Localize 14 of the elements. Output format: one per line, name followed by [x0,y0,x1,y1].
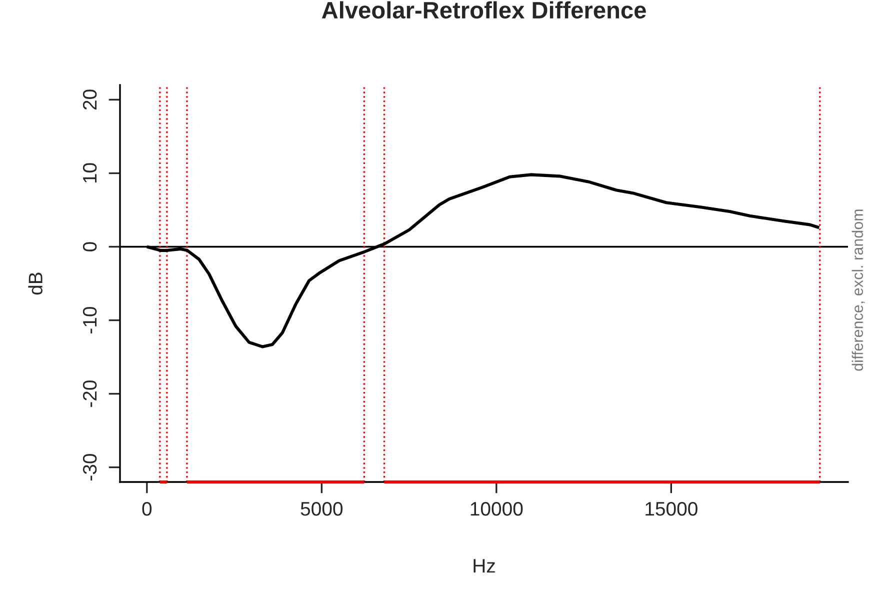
y-tick-label: 20 [82,90,97,110]
text: difference, excl. random [852,210,865,371]
x-tick-label: 0 [142,502,152,516]
y-tick-label: 10 [82,163,97,183]
x-tick-label: 15000 [646,502,698,516]
y-axis-title: dB [28,272,42,295]
y-tick-label: -30 [82,454,97,480]
y-tick-label: 0 [82,242,97,252]
x-tick-label: 10000 [470,502,523,516]
y-tick-label: -20 [82,380,97,407]
x-tick-label: 5000 [300,502,343,516]
chart-title: Alveolar-Retroflex Difference [322,1,646,19]
y-tick-label: -10 [82,306,97,334]
x-axis-title: Hz [474,559,495,573]
